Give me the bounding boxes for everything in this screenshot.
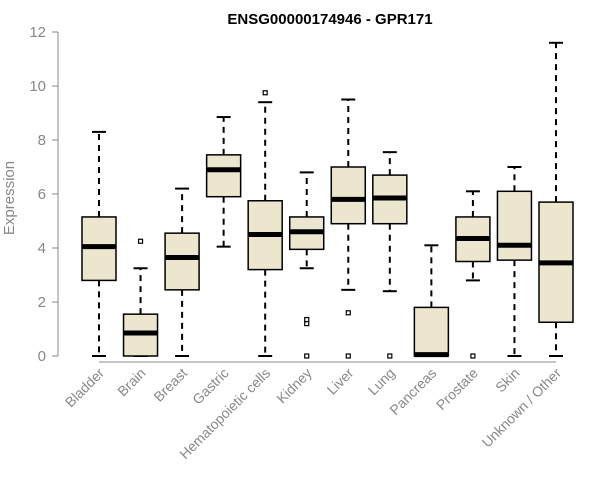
y-tick-label: 0 bbox=[38, 348, 46, 365]
box-group bbox=[330, 98, 367, 359]
x-category-label: Prostate bbox=[433, 365, 481, 413]
x-category-label: Skin bbox=[492, 365, 523, 396]
x-category-label: Breast bbox=[150, 365, 190, 405]
x-category-label: Unknown / Other bbox=[479, 365, 565, 451]
y-tick-label: 8 bbox=[38, 132, 46, 149]
outlier-point bbox=[387, 353, 393, 359]
box-group bbox=[205, 116, 242, 248]
y-tick-label: 6 bbox=[38, 186, 46, 203]
outlier-point bbox=[137, 238, 144, 244]
box-group bbox=[164, 187, 200, 357]
outlier-point bbox=[345, 310, 351, 316]
iqr-box bbox=[164, 232, 200, 291]
x-category-label: Kidney bbox=[273, 365, 315, 407]
y-tick-label: 4 bbox=[38, 240, 46, 257]
outlier-point bbox=[304, 321, 310, 327]
y-tick-label: 12 bbox=[29, 24, 46, 41]
iqr-box bbox=[330, 166, 367, 225]
outlier-point bbox=[262, 90, 268, 96]
x-category-label: Lung bbox=[365, 365, 398, 398]
y-tick-label: 10 bbox=[29, 78, 46, 95]
box-group bbox=[455, 190, 491, 359]
x-category-label: Bladder bbox=[62, 365, 108, 411]
x-category-label: Brain bbox=[114, 365, 148, 399]
y-tick-label: 2 bbox=[38, 294, 46, 311]
box-group bbox=[496, 166, 533, 357]
iqr-box bbox=[205, 154, 242, 198]
outlier-point bbox=[304, 353, 310, 359]
iqr-box bbox=[496, 190, 533, 261]
box-group bbox=[288, 171, 325, 359]
chart-title: ENSG00000174946 - GPR171 bbox=[227, 11, 432, 28]
outlier-point bbox=[304, 316, 310, 323]
outlier-point bbox=[470, 353, 476, 359]
x-category-label: Liver bbox=[324, 365, 357, 398]
box-group bbox=[413, 244, 450, 358]
outlier-point bbox=[345, 353, 351, 359]
box-group bbox=[247, 90, 283, 357]
y-axis-label: Expression bbox=[1, 161, 18, 235]
iqr-box bbox=[413, 306, 450, 357]
boxes bbox=[81, 41, 574, 359]
box-group bbox=[122, 238, 159, 357]
box-group bbox=[81, 130, 117, 357]
box-group bbox=[538, 41, 574, 357]
axes: 0 2 4 6 8 10 12 bbox=[29, 24, 556, 365]
box-group bbox=[372, 151, 408, 359]
